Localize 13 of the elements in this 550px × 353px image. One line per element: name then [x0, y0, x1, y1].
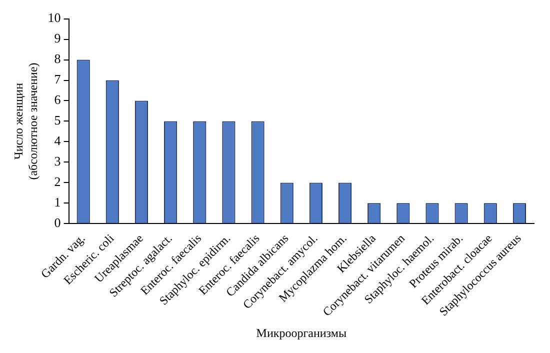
y-tick-label: 0: [54, 215, 61, 230]
y-tick-label: 10: [48, 10, 61, 26]
y-axis-title: Число женщин (абсолютное значение): [11, 62, 40, 180]
x-axis-title: Микроорганизмы: [256, 326, 347, 340]
y-tick-label: 7: [54, 72, 62, 87]
y-tick-label: 4: [54, 133, 62, 148]
y-tick-label: 3: [54, 154, 61, 169]
y-tick-label: 5: [54, 112, 61, 128]
y-tick-label: 9: [54, 30, 61, 46]
y-tick-label: 1: [54, 194, 61, 210]
y-tick-label: 6: [54, 92, 62, 108]
y-tick-label: 8: [54, 51, 61, 66]
y-tick-label: 2: [54, 174, 61, 190]
